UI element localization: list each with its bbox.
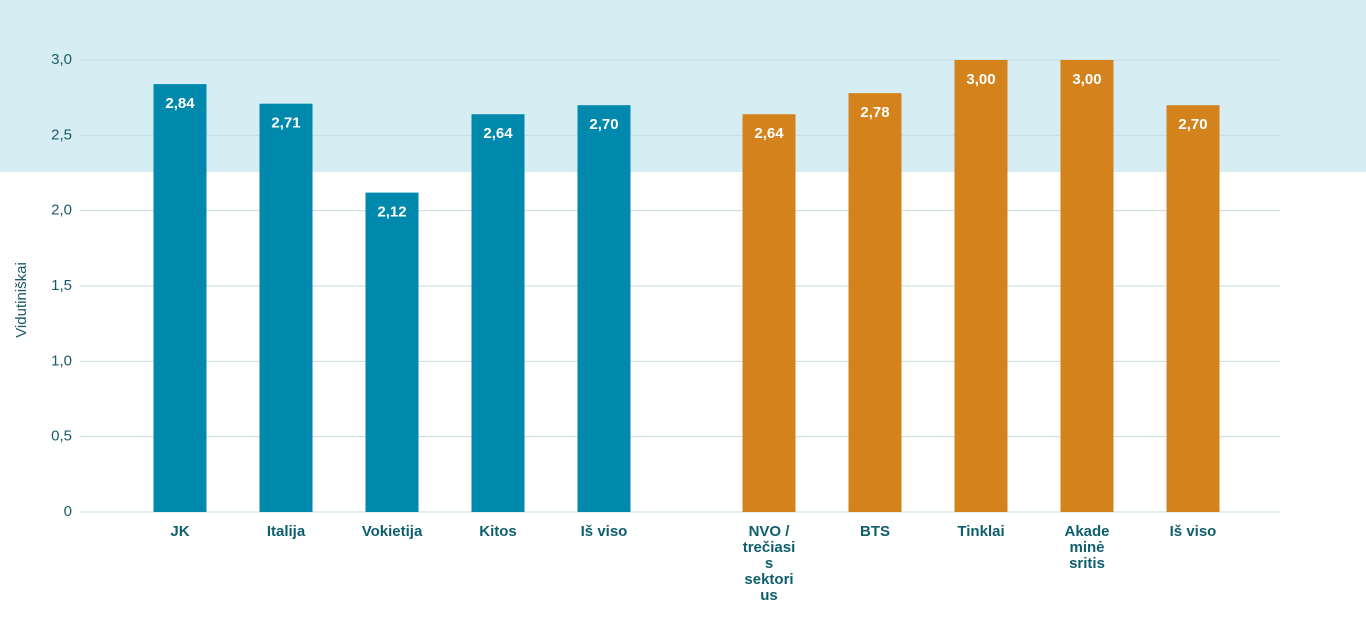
value-label: 2,84 <box>165 95 195 112</box>
value-label: 2,71 <box>271 115 300 132</box>
x-tick-label: BTS <box>860 523 890 540</box>
y-tick-label: 1,5 <box>51 277 72 294</box>
bar <box>471 114 525 513</box>
y-tick-label: 0 <box>64 503 72 520</box>
value-label: 2,64 <box>483 125 513 142</box>
x-tick-label: Italija <box>266 523 306 540</box>
bar <box>365 192 419 512</box>
y-tick-label: 2,0 <box>51 202 72 219</box>
bar <box>742 114 796 513</box>
value-label: 2,64 <box>754 125 784 142</box>
x-tick-label: Vokietija <box>361 523 423 540</box>
bar <box>1060 60 1114 512</box>
x-tick-label: Iš viso <box>1169 523 1217 540</box>
header-band <box>0 0 1366 172</box>
value-label: 3,00 <box>966 71 995 88</box>
bar <box>577 105 631 512</box>
y-axis-title: Vidutiniškai <box>13 262 30 338</box>
y-tick-label: 3,0 <box>51 51 72 68</box>
y-tick-label: 2,5 <box>51 126 72 143</box>
value-label: 3,00 <box>1072 71 1101 88</box>
bar <box>954 60 1008 512</box>
x-tick-label: Kitos <box>479 523 517 540</box>
y-tick-label: 1,0 <box>51 352 72 369</box>
value-label: 2,78 <box>860 104 889 121</box>
bar <box>259 103 313 513</box>
y-tick-label: 0,5 <box>51 428 72 445</box>
value-label: 2,12 <box>377 204 406 221</box>
value-label: 2,70 <box>589 116 618 133</box>
x-tick-label: JK <box>170 523 190 540</box>
x-tick-label: Iš viso <box>580 523 628 540</box>
bar <box>153 84 207 513</box>
x-tick-label: Akademinė sritis <box>1064 523 1110 572</box>
value-label: 2,70 <box>1178 116 1207 133</box>
bar <box>1166 105 1220 512</box>
x-tick-label: NVO / trečiasis sektorius <box>742 523 796 604</box>
bar <box>848 93 902 512</box>
x-tick-label: Tinklai <box>957 523 1005 540</box>
